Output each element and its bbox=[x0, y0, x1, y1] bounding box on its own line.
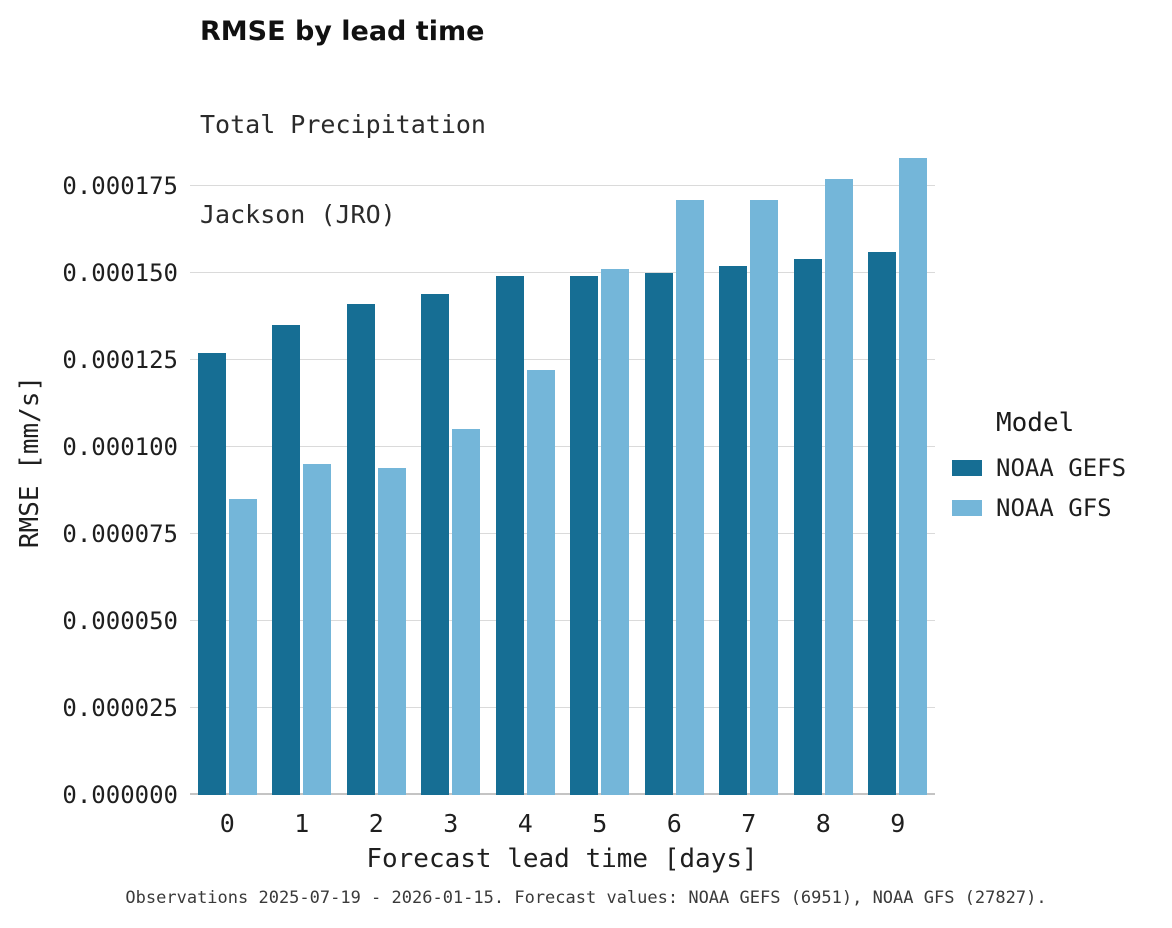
x-axis-line bbox=[190, 793, 935, 795]
gridline bbox=[190, 358, 935, 360]
bar-group-day-3 bbox=[414, 130, 489, 795]
x-tick-label: 9 bbox=[890, 809, 906, 838]
chart-title: RMSE by lead time bbox=[200, 16, 485, 47]
bar-group-day-4 bbox=[488, 130, 563, 795]
bar-noaa-gefs-day-2 bbox=[346, 304, 375, 795]
plot-area: 0 1 2 3 4 5 6 7 8 9 bbox=[190, 130, 936, 838]
legend-entries: NOAA GEFS NOAA GFS bbox=[952, 454, 1126, 522]
chart-subtitle-line2: Jackson (JRO) bbox=[200, 200, 396, 229]
x-tick-label: 8 bbox=[815, 809, 831, 838]
legend-label: NOAA GEFS bbox=[996, 454, 1127, 482]
bar-noaa-gefs-day-1 bbox=[272, 324, 301, 795]
x-tick-label: 7 bbox=[741, 809, 757, 838]
bar-group-day-2 bbox=[339, 130, 414, 795]
y-axis-tick-labels: 0.000000 0.000025 0.000050 0.000075 0.000100… bbox=[30, 130, 178, 808]
bar-noaa-gefs-day-0 bbox=[197, 352, 226, 795]
chart-subtitle: Total Precipitation Jackson (JRO) bbox=[200, 50, 486, 290]
bar-group-day-5 bbox=[563, 130, 638, 795]
x-axis-title: Forecast lead time [days] bbox=[366, 844, 758, 874]
y-tick-label: 0.000150 bbox=[62, 258, 178, 287]
y-tick-label: 0.000175 bbox=[62, 171, 178, 200]
x-tick-label: 0 bbox=[219, 809, 235, 838]
y-tick-label: 0.000000 bbox=[62, 781, 178, 809]
bar-group-day-1 bbox=[265, 130, 340, 795]
y-tick-label: 0.000125 bbox=[62, 345, 178, 374]
gridline bbox=[190, 271, 935, 273]
bar-group-day-6 bbox=[637, 130, 712, 795]
x-tick-label: 3 bbox=[443, 809, 459, 838]
bar-group-day-7 bbox=[712, 130, 787, 795]
legend-title: Model bbox=[996, 408, 1075, 438]
bar-noaa-gefs-day-6 bbox=[644, 272, 673, 795]
legend-swatch-noaa-gfs bbox=[952, 500, 982, 516]
bar-group-day-9 bbox=[861, 130, 936, 795]
bar-noaa-gfs-day-9 bbox=[899, 157, 928, 795]
y-tick-label: 0.000025 bbox=[62, 693, 178, 722]
bar-noaa-gfs-day-3 bbox=[452, 429, 481, 795]
chart-caption: Observations 2025-07-19 - 2026-01-15. Fo… bbox=[125, 888, 1047, 908]
gridline bbox=[190, 184, 935, 186]
gridline bbox=[190, 706, 935, 708]
bar-noaa-gfs-day-7 bbox=[750, 199, 779, 795]
bar-noaa-gefs-day-4 bbox=[495, 276, 524, 795]
y-tick-label: 0.000100 bbox=[62, 432, 178, 461]
bar-noaa-gfs-day-2 bbox=[377, 467, 406, 795]
gridline bbox=[190, 445, 935, 447]
bar-noaa-gfs-day-6 bbox=[675, 199, 704, 795]
gridline bbox=[190, 532, 935, 534]
bar-noaa-gfs-day-8 bbox=[824, 178, 853, 795]
bar-noaa-gfs-day-0 bbox=[228, 499, 257, 795]
bar-group-day-0 bbox=[190, 130, 265, 795]
legend-entry-noaa-gefs: NOAA GEFS bbox=[952, 454, 1126, 482]
y-tick-label: 0.000050 bbox=[62, 606, 178, 635]
x-tick-label: 4 bbox=[517, 809, 533, 838]
bar-group-day-8 bbox=[786, 130, 861, 795]
bar-noaa-gefs-day-3 bbox=[421, 293, 450, 795]
legend-swatch-noaa-gefs bbox=[952, 460, 982, 476]
bar-noaa-gfs-day-5 bbox=[601, 269, 630, 795]
bar-noaa-gfs-day-4 bbox=[526, 370, 555, 795]
chart-subtitle-line1: Total Precipitation bbox=[200, 110, 486, 139]
bar-noaa-gefs-day-5 bbox=[570, 276, 599, 795]
bar-noaa-gefs-day-7 bbox=[719, 265, 748, 795]
y-tick-label: 0.000075 bbox=[62, 519, 178, 548]
x-tick-label: 1 bbox=[294, 809, 310, 838]
bar-noaa-gefs-day-8 bbox=[793, 258, 822, 795]
legend: Model NOAA GEFS NOAA GFS bbox=[952, 408, 1126, 534]
legend-label: NOAA GFS bbox=[996, 494, 1112, 522]
bar-noaa-gefs-day-9 bbox=[868, 251, 897, 795]
x-tick-label: 5 bbox=[592, 809, 608, 838]
bar-noaa-gfs-day-1 bbox=[303, 464, 332, 795]
gridline bbox=[190, 619, 935, 621]
x-tick-label: 2 bbox=[368, 809, 384, 838]
x-tick-label: 6 bbox=[666, 809, 682, 838]
legend-entry-noaa-gfs: NOAA GFS bbox=[952, 494, 1126, 522]
